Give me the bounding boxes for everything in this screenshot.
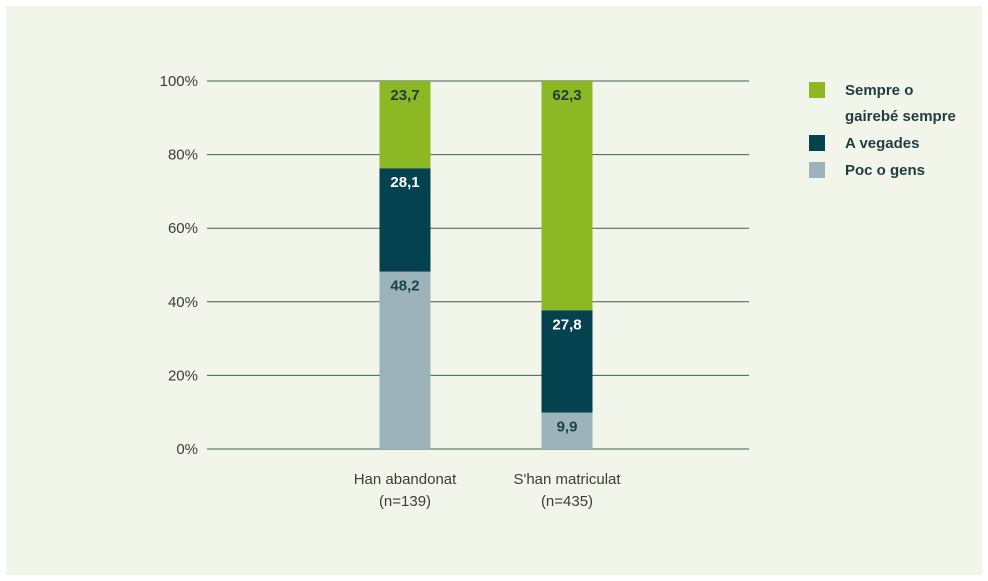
x-category-label: Han abandonat [354, 471, 457, 488]
legend-label: Poc o gens [845, 162, 925, 179]
legend-swatch [809, 135, 825, 151]
data-label: 62,3 [552, 87, 581, 104]
data-label: 48,2 [390, 278, 419, 295]
data-label: 28,1 [390, 174, 419, 191]
legend-swatch [809, 82, 825, 98]
bar-segment [379, 168, 431, 272]
legend-label: Sempre o [845, 82, 913, 99]
y-tick-label: 80% [168, 147, 198, 164]
legend-label: gairebé sempre [845, 108, 956, 125]
data-label: 9,9 [557, 419, 578, 436]
bar-segment [541, 310, 593, 413]
data-label: 27,8 [552, 316, 581, 333]
y-tick-label: 100% [160, 73, 198, 90]
x-category-label: S'han matriculat [513, 471, 621, 488]
bar-segment [379, 81, 431, 169]
chart-panel [6, 6, 982, 575]
y-tick-label: 20% [168, 367, 198, 384]
bar-segment [541, 412, 593, 449]
y-tick-label: 0% [176, 441, 198, 458]
y-tick-label: 40% [168, 294, 198, 311]
y-tick-label: 60% [168, 220, 198, 237]
legend-swatch [809, 162, 825, 178]
bar-segment [541, 81, 593, 311]
bar-segment [379, 271, 431, 449]
data-label: 23,7 [390, 87, 419, 104]
legend-label: A vegades [845, 135, 919, 152]
x-category-label: (n=435) [541, 493, 593, 510]
x-category-label: (n=139) [379, 493, 431, 510]
